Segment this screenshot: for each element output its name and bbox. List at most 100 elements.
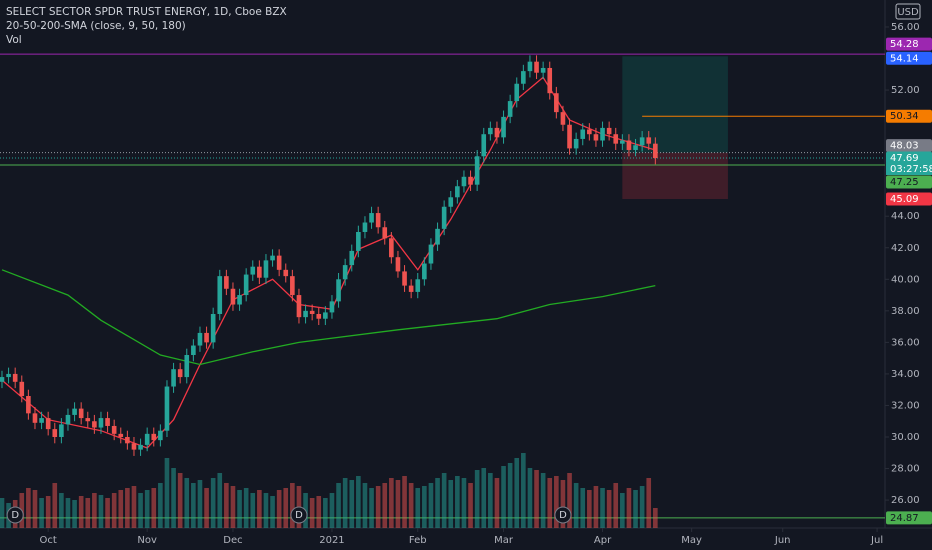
candle-body — [276, 255, 282, 270]
candle-body — [283, 269, 289, 277]
volume-bar — [131, 486, 137, 528]
candle-body — [382, 227, 388, 239]
y-tick-label: 38.00 — [891, 306, 920, 317]
volume-bar — [606, 490, 612, 528]
candle-body — [422, 263, 427, 280]
x-tick-label: Oct — [40, 535, 57, 546]
candle-body — [303, 310, 308, 318]
volume-bar — [217, 473, 223, 528]
x-tick-label: May — [681, 535, 702, 546]
currency[interactable]: USD — [897, 7, 919, 18]
candle-body — [560, 112, 566, 125]
candle-body — [6, 373, 11, 378]
candle-body — [98, 418, 104, 428]
candle-body — [329, 301, 335, 313]
volume-bar — [375, 486, 381, 528]
currency-box[interactable] — [895, 3, 921, 20]
candle-body — [362, 222, 368, 232]
volume-bar — [653, 508, 658, 528]
volume-bar — [250, 493, 256, 528]
candle-body — [527, 61, 533, 72]
volume-bar — [395, 480, 401, 528]
stop-zone — [622, 152, 728, 200]
last-price-label-box — [886, 151, 932, 165]
candle-body — [501, 116, 506, 138]
candle-body — [263, 260, 269, 278]
candle-body — [92, 421, 97, 428]
candle-body — [237, 295, 242, 305]
volume-bar — [65, 498, 71, 528]
y-tick-label: 28.00 — [891, 464, 920, 475]
candle-body — [250, 266, 256, 275]
candle-body — [540, 67, 546, 73]
volume-bar — [455, 476, 460, 528]
volume-bar — [224, 483, 229, 528]
indicator-label: 20-50-200-SMA (close, 9, 50, 180) — [6, 20, 186, 32]
candle-body — [144, 433, 150, 445]
volume-bar — [494, 478, 500, 528]
candle-body — [59, 424, 64, 438]
candle-body — [395, 257, 401, 272]
volume-bar — [270, 496, 275, 528]
volume-bar — [639, 486, 645, 528]
candle-body — [217, 276, 223, 314]
candle-body — [633, 145, 638, 150]
entry-label: 48.03 — [890, 141, 919, 152]
volume-bar — [138, 493, 143, 528]
candle-body — [32, 413, 38, 423]
x-tick-label: Feb — [409, 535, 427, 546]
candle-body — [626, 140, 632, 150]
candle-body — [131, 443, 137, 450]
volume-bar — [369, 488, 374, 528]
event-marker — [290, 506, 308, 524]
candle-body — [184, 354, 190, 378]
volume-bar — [507, 463, 513, 528]
volume-bar — [111, 493, 117, 528]
candle-body — [342, 265, 348, 280]
volume-bar — [164, 458, 170, 528]
volume-bar — [382, 483, 388, 528]
level-label: 24.87 — [890, 513, 919, 524]
candle-body — [323, 312, 328, 319]
volume-bar — [560, 480, 566, 528]
candle-body — [593, 134, 599, 141]
event-label: D — [11, 510, 19, 521]
volume-bar — [342, 478, 348, 528]
candle-body — [639, 137, 645, 146]
candle-body — [243, 274, 249, 296]
stop-label-box — [886, 192, 932, 206]
candle-body — [45, 418, 51, 430]
volume-bar — [257, 490, 262, 528]
volume-bar — [243, 488, 249, 528]
volume-bar — [626, 488, 632, 528]
level-label: 50.34 — [890, 111, 919, 122]
x-tick-label: Apr — [594, 535, 612, 546]
event-label: D — [559, 510, 567, 521]
x-tick-label: Dec — [223, 535, 242, 546]
y-tick-label: 42.00 — [891, 243, 920, 254]
volume-bar — [428, 483, 434, 528]
candle-body — [72, 408, 77, 415]
volume-bar — [474, 470, 480, 528]
candle-body — [349, 250, 355, 266]
candle-body — [428, 244, 434, 264]
target-zone — [622, 56, 728, 153]
candle-body — [158, 430, 163, 441]
candle-body — [514, 83, 520, 102]
candle-body — [12, 373, 18, 382]
candle-body — [356, 231, 361, 251]
volume-bar — [125, 488, 130, 528]
candle-body — [521, 71, 526, 84]
candle-body — [580, 129, 586, 139]
candle-body — [290, 276, 295, 296]
candle-body — [19, 381, 25, 396]
volume-bar — [349, 480, 355, 528]
volume-bar — [144, 490, 150, 528]
candle-body — [606, 127, 612, 135]
candle-body — [336, 279, 341, 302]
volume-bar — [237, 490, 242, 528]
candle-body — [105, 418, 110, 426]
volume-bar — [415, 488, 421, 528]
candle-body — [39, 418, 44, 423]
